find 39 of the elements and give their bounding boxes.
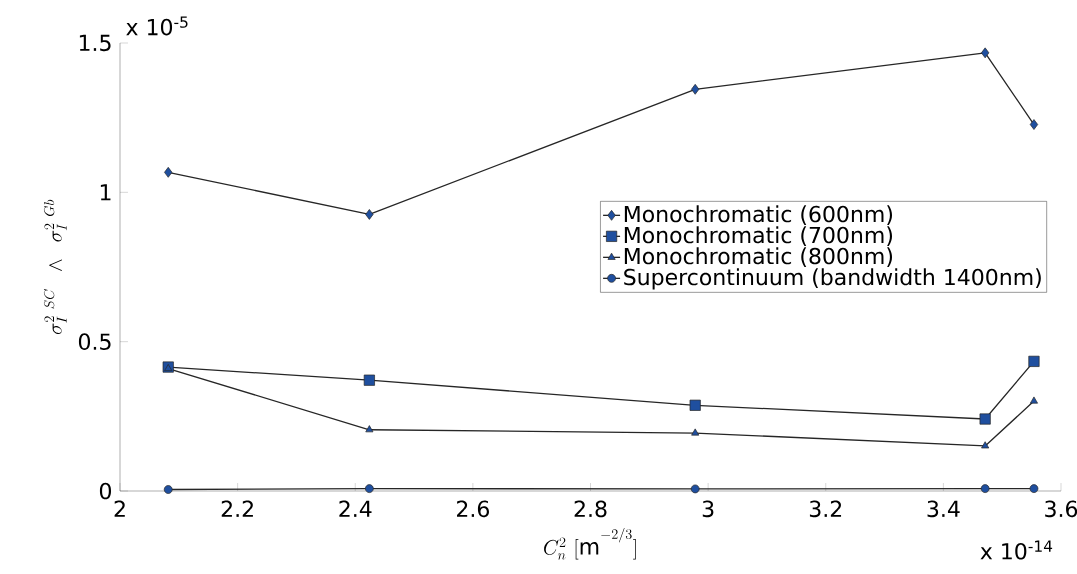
point <box>981 441 990 449</box>
point <box>690 484 700 494</box>
point <box>689 399 701 411</box>
point <box>1029 484 1039 493</box>
x-tick-label: 3.4 <box>927 500 960 518</box>
text: x 10$^{-5}$ <box>126 16 188 36</box>
point <box>1028 355 1040 367</box>
point <box>163 485 173 494</box>
legend-label: Monochromatic (700nm) <box>624 226 892 246</box>
point <box>1029 396 1038 404</box>
point <box>691 83 700 95</box>
y-tick-label: 0 <box>99 482 111 500</box>
legend-label: Monochromatic (800nm) <box>624 247 892 267</box>
x-tick-label: 2.6 <box>457 500 489 518</box>
x-tick-label: 3.6 <box>1045 500 1077 518</box>
point <box>981 47 990 59</box>
point <box>691 428 700 436</box>
y-tick-label: 1 <box>100 184 111 201</box>
y-axis-title: $\sigma_I^{2\;\,SC}\;\;\wedge\;\;\sigma_I^{2\;\,Gb}$ <box>43 199 67 335</box>
point <box>979 413 991 425</box>
x-tick-label: 2 <box>114 500 125 517</box>
point <box>365 425 374 433</box>
point <box>164 166 173 178</box>
x-tick-label: 2.4 <box>339 500 372 517</box>
y-tick-label: 0.5 <box>78 333 111 350</box>
point <box>363 374 375 386</box>
x-tick-label: 2.2 <box>221 500 253 517</box>
x-tick-label: 3.2 <box>809 500 842 518</box>
legend-label: Monochromatic (600nm) <box>624 205 892 225</box>
x-tick-label: 3 <box>702 500 714 518</box>
point <box>365 209 374 220</box>
legend-label: Supercontinuum (bandwidth 1400nm) <box>624 268 1041 290</box>
text: x 10$^{-14}$ <box>980 540 1053 560</box>
point <box>980 484 990 493</box>
point <box>365 484 374 493</box>
x-axis-title: $C_n^2\ [\mathrm{m}^{-2/3}]$ <box>544 528 636 560</box>
x-tick-label: 2.8 <box>574 500 607 518</box>
point <box>1029 119 1039 130</box>
y-tick-label: 1.5 <box>79 34 111 52</box>
